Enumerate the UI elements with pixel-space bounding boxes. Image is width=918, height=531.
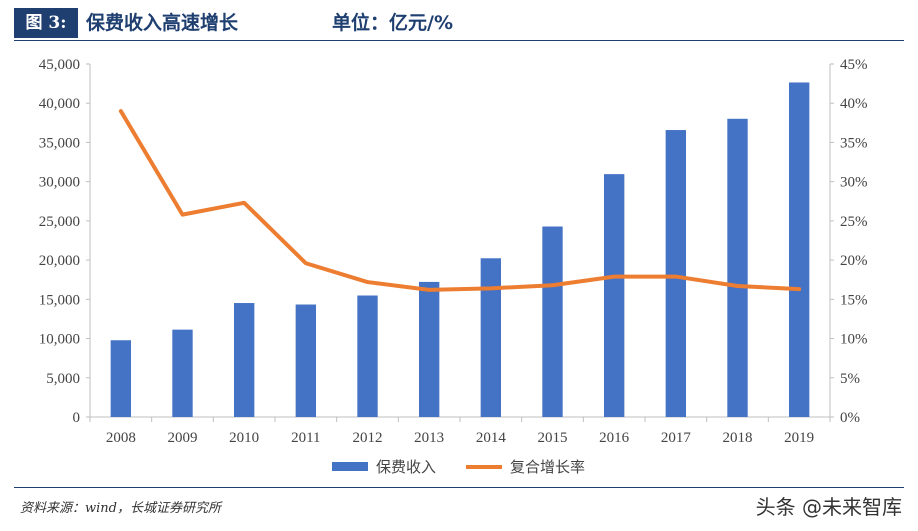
x-tick-label: 2013 — [414, 430, 444, 446]
y-right-tick-label: 0% — [840, 410, 860, 426]
y-left-tick-label: 15,000 — [39, 292, 80, 308]
bar — [357, 295, 378, 417]
x-tick-label: 2018 — [723, 430, 753, 446]
y-right-tick-label: 40% — [840, 96, 868, 112]
growth-line — [118, 109, 802, 292]
y-left-tick-label: 40,000 — [39, 96, 80, 112]
bar — [233, 303, 255, 417]
x-tick-label: 2019 — [784, 430, 814, 446]
header-rule — [14, 40, 904, 41]
y-right-tick-label: 45% — [840, 57, 868, 73]
legend-label-line: 复合增长率 — [510, 458, 585, 476]
y-right-tick-label: 15% — [840, 292, 868, 308]
y-left-tick-label: 45,000 — [39, 57, 80, 73]
y-left-tick-label: 10,000 — [39, 332, 80, 348]
figure-header: 图 3: 保费收入高速增长 单位：亿元/% — [14, 8, 904, 38]
combo-chart: 0 5,000 10,000 15,000 20,000 25,000 30,000 35,0… — [39, 57, 868, 476]
unit-label: 单位：亿元/% — [332, 12, 453, 34]
bar — [603, 174, 625, 417]
bar — [110, 340, 132, 417]
legend-swatch-bar — [332, 462, 368, 471]
footer-rule — [14, 487, 904, 488]
bar — [542, 226, 563, 417]
y-left-tick-label: 20,000 — [39, 253, 80, 269]
y-left-tick-label: 35,000 — [39, 135, 80, 151]
x-tick-label: 2009 — [168, 430, 198, 446]
x-tick-label: 2012 — [353, 430, 383, 446]
axes: 0 5,000 10,000 15,000 20,000 25,000 30,000 35,0… — [39, 57, 868, 446]
watermark: 头条 @未来智库 — [755, 495, 902, 519]
y-right-tick-label: 25% — [840, 214, 868, 230]
bar — [665, 130, 687, 417]
bar — [480, 258, 502, 417]
line-series — [118, 109, 802, 292]
y-left-tick-label: 30,000 — [39, 175, 80, 191]
bar — [172, 329, 193, 417]
y-left-tick-label: 5,000 — [46, 371, 80, 387]
x-tick-label: 2017 — [661, 430, 692, 446]
x-tick-label: 2008 — [106, 430, 136, 446]
x-tick-label: 2016 — [599, 430, 630, 446]
y-left-tick-label: 0 — [73, 410, 81, 426]
y-right-tick-label: 5% — [840, 371, 860, 387]
x-tick-label: 2011 — [291, 430, 320, 446]
figure-footer: 资料来源：wind，长城证券研究所 头条 @未来智库 — [0, 487, 918, 531]
bar — [727, 118, 748, 417]
bar — [295, 304, 317, 417]
x-tick-label: 2010 — [229, 430, 259, 446]
legend-label-bar: 保费收入 — [376, 459, 436, 476]
y-right-tick-label: 20% — [840, 253, 868, 269]
x-tick-label: 2014 — [476, 430, 507, 446]
bar-series — [110, 82, 810, 417]
figure-label: 图 3: — [14, 8, 78, 38]
chart-title: 保费收入高速增长 — [86, 12, 239, 34]
y-right-tick-label: 10% — [840, 332, 868, 348]
x-tick-label: 2015 — [538, 430, 568, 446]
y-right-tick-label: 30% — [840, 175, 868, 191]
y-left-tick-label: 25,000 — [39, 214, 80, 230]
bar — [788, 82, 810, 417]
legend: 保费收入 复合增长率 — [332, 458, 585, 476]
y-right-tick-label: 35% — [840, 135, 868, 151]
bar — [418, 281, 440, 417]
source-note: 资料来源：wind，长城证券研究所 — [20, 501, 221, 516]
